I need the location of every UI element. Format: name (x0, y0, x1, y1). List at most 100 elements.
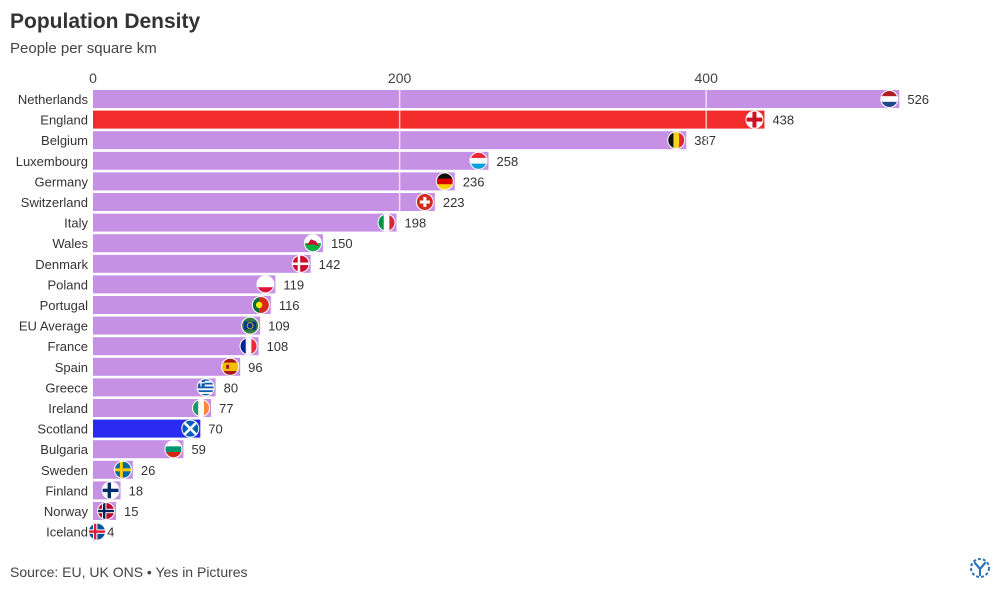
value-label: 77 (219, 401, 233, 416)
flag-ring (880, 90, 899, 108)
value-label: 258 (497, 154, 519, 169)
value-label: 526 (907, 92, 929, 107)
ireland-flag-icon (192, 399, 210, 417)
flag-ring (667, 131, 686, 150)
chart-title: Population Density (10, 10, 201, 33)
flag-stripe (164, 440, 182, 447)
flag-part (246, 323, 249, 325)
category-label: Greece (45, 380, 88, 395)
flag-group (164, 440, 183, 459)
category-label: Switzerland (21, 195, 88, 210)
bar (93, 172, 455, 191)
flag-group (415, 193, 434, 211)
finland-flag-icon (102, 481, 120, 499)
flag-stripe (436, 178, 454, 185)
flag-part (102, 488, 120, 493)
flag-ring (88, 522, 106, 541)
value-label: 4 (107, 525, 114, 540)
category-label: Bulgaria (40, 442, 88, 457)
category-label: Portugal (40, 298, 89, 313)
flag-group (377, 213, 396, 232)
value-label: 59 (191, 442, 205, 457)
flag-part (221, 362, 239, 372)
flag-part (246, 325, 248, 327)
value-label: 70 (208, 422, 222, 437)
bar (93, 399, 212, 417)
flag-ring (192, 399, 211, 417)
flag-ring (469, 151, 488, 170)
flag-part (197, 382, 215, 385)
bar-chart: 0 200 400 Netherlands 526 England 438 Belgium 38… (15, 70, 930, 541)
flag-ring (239, 337, 258, 356)
flag-stripe (383, 214, 390, 232)
category-label: Sweden (41, 463, 88, 478)
flag-part (197, 394, 215, 396)
wales-flag-icon (304, 234, 322, 252)
flag-stripe (436, 172, 454, 180)
flag-part (244, 321, 257, 330)
flag-ring (745, 110, 764, 129)
bar (93, 275, 276, 294)
bar (93, 419, 201, 438)
italy-flag-icon (378, 214, 396, 232)
flag-ring (377, 213, 396, 232)
flag-group (251, 296, 270, 314)
category-label: Netherlands (18, 92, 89, 107)
category-label: Ireland (48, 401, 88, 416)
category-label: Denmark (35, 257, 88, 272)
flag-stripe (389, 214, 396, 232)
flag-stripe (880, 90, 898, 97)
bulgaria-flag-icon (164, 440, 182, 458)
value-label: 18 (129, 483, 143, 498)
eu-flag-icon (241, 317, 259, 335)
flag-group (667, 131, 686, 150)
flag-part (252, 323, 254, 325)
flag-part (259, 296, 270, 314)
value-label: 26 (141, 463, 155, 478)
flag-part (197, 378, 215, 382)
category-label: Norway (44, 504, 89, 519)
category-label: Luxembourg (16, 154, 88, 169)
category-label: Belgium (41, 133, 88, 148)
category-label: Scotland (37, 422, 88, 437)
flag-group (745, 110, 764, 129)
flag-part (197, 380, 215, 383)
bar (93, 234, 323, 253)
flag-ring (241, 316, 260, 335)
luxembourg-flag-icon (470, 152, 488, 170)
belgium-flag-icon (667, 131, 685, 149)
flag-part (247, 322, 250, 324)
bar (93, 337, 259, 356)
flag-part (247, 327, 250, 329)
flag-ring (221, 357, 240, 376)
flag-part (745, 117, 763, 122)
denmark-flag-icon (292, 255, 310, 273)
flag-group (113, 460, 132, 479)
flag-part (252, 296, 260, 314)
flag-stripe (198, 399, 205, 417)
value-label: 236 (463, 174, 485, 189)
value-label: 109 (268, 319, 290, 334)
flag-part (97, 509, 115, 513)
flag-part (419, 200, 430, 204)
flag-part (246, 326, 249, 328)
bar (93, 131, 687, 150)
flag-ring (291, 254, 310, 273)
switzerland-flag-icon (416, 193, 434, 211)
spain-flag-icon (221, 358, 239, 376)
flag-part (292, 262, 310, 266)
x-tick-label: 400 (695, 70, 719, 86)
x-tick-label: 200 (388, 70, 412, 86)
flag-group (196, 378, 215, 397)
flag-part (304, 234, 322, 244)
value-label: 15 (124, 504, 138, 519)
flag-ring (181, 419, 200, 438)
flag-ring (256, 275, 275, 294)
category-label: Italy (64, 216, 88, 231)
flag-stripe (378, 214, 385, 232)
flag-stripe (164, 452, 182, 458)
value-label: 80 (224, 380, 238, 395)
category-label: EU Average (19, 319, 88, 334)
flag-group (96, 502, 115, 520)
portugal-flag-icon (252, 296, 270, 314)
